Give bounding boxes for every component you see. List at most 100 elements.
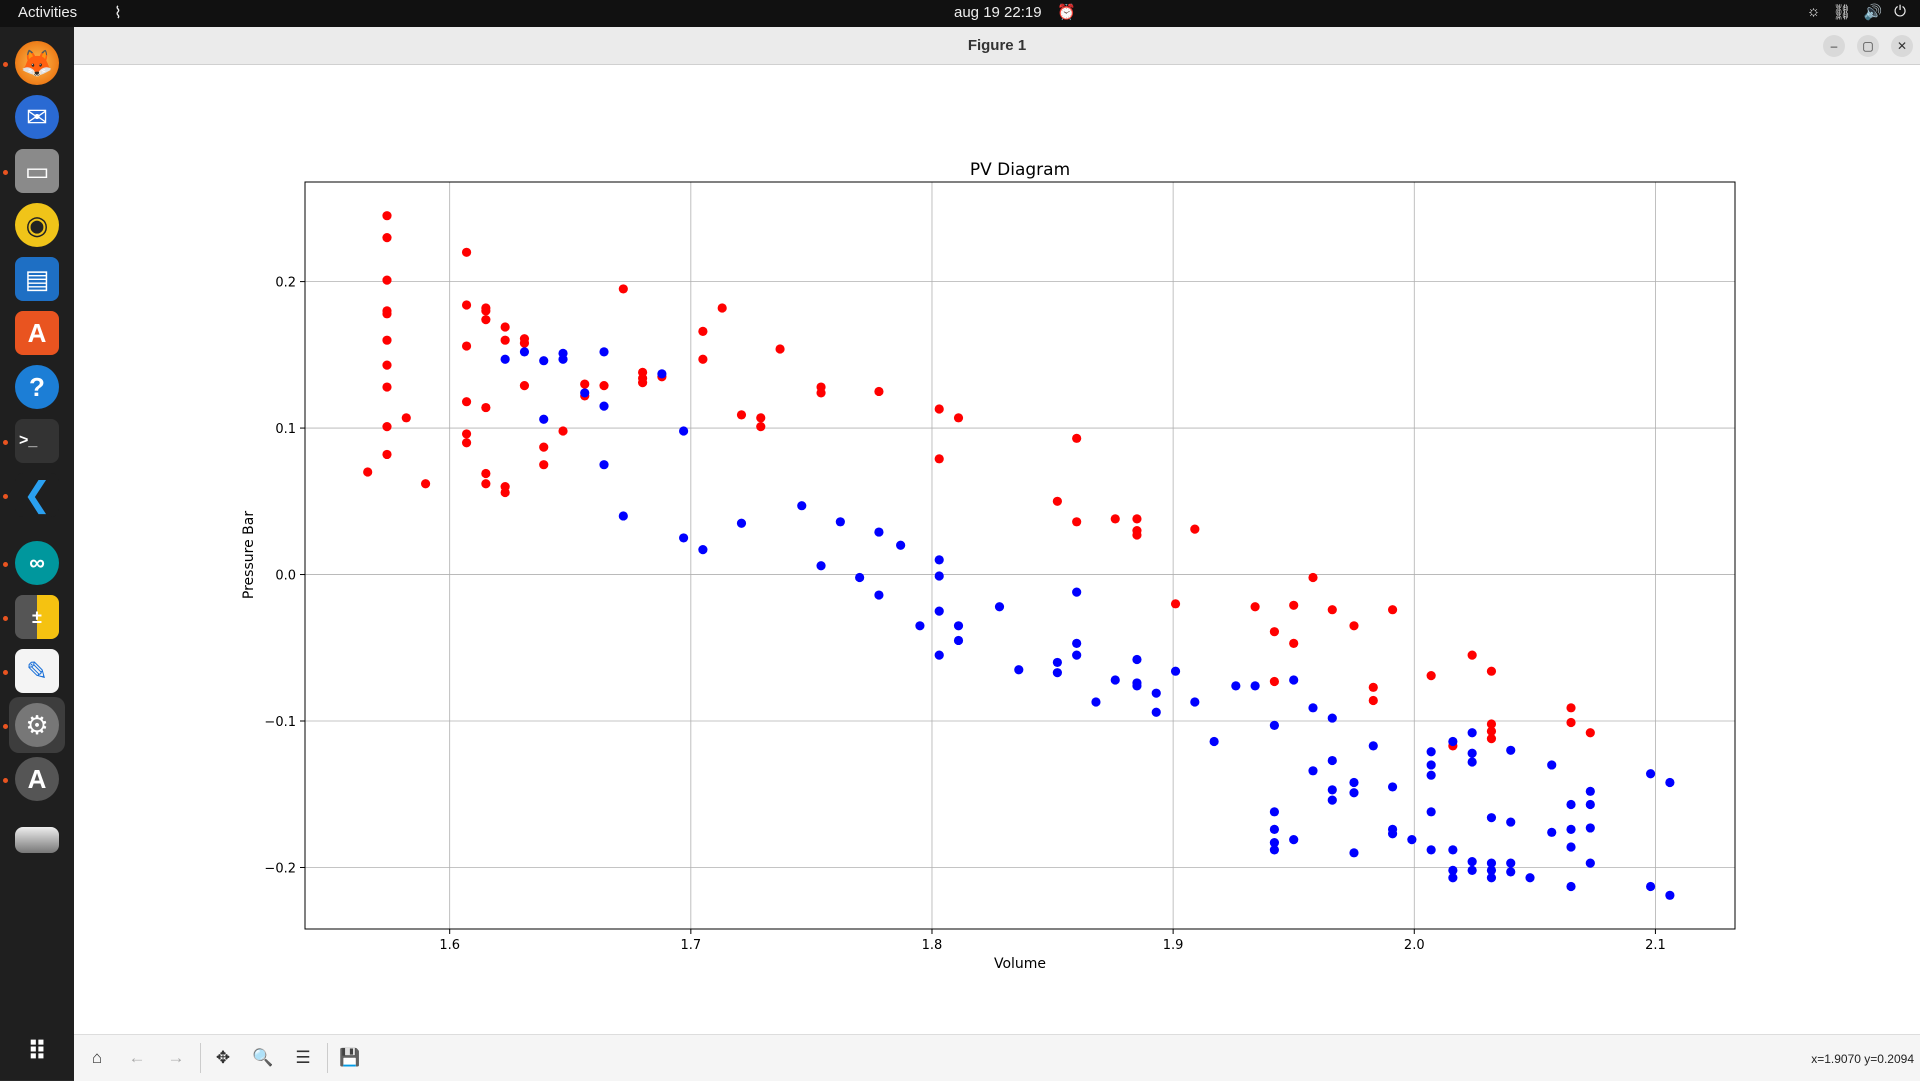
software-launcher[interactable]: A xyxy=(9,305,65,361)
data-point xyxy=(1052,496,1062,506)
data-point xyxy=(1308,766,1318,776)
data-point xyxy=(1467,757,1477,767)
data-point xyxy=(1072,587,1082,597)
show-apps-button[interactable]: ⠿ xyxy=(9,1023,65,1079)
title-bar[interactable]: Figure 1 – ▢ ✕ xyxy=(74,27,1920,65)
data-point xyxy=(580,388,590,398)
data-point xyxy=(816,561,826,571)
data-point xyxy=(638,378,648,388)
home-icon[interactable]: ⌂ xyxy=(91,1048,103,1067)
vscode-launcher[interactable]: ❮ xyxy=(9,467,65,523)
data-point xyxy=(461,247,472,257)
terminal-launcher[interactable]: >_ xyxy=(9,413,65,469)
data-point xyxy=(1585,858,1595,868)
data-point xyxy=(481,306,491,316)
data-point xyxy=(1190,524,1200,534)
data-point xyxy=(1327,755,1337,766)
dock: 🦊 ✉ ▭ ◉ ▤ A ? >_ ❮ ∞ ± ✎ ⚙ A ⠿ xyxy=(0,27,74,1080)
network-icon[interactable]: ⛓ xyxy=(1832,4,1852,21)
data-point xyxy=(915,621,925,631)
data-point xyxy=(1269,845,1280,855)
back-arrow-icon[interactable]: ← xyxy=(128,1048,146,1067)
writer-launcher[interactable]: ▤ xyxy=(9,251,65,307)
system-monitor-icon[interactable]: ⌇ xyxy=(114,5,122,22)
data-point xyxy=(1132,681,1142,691)
arduino-launcher[interactable]: ∞ xyxy=(9,535,65,591)
data-point xyxy=(797,501,807,511)
x-tick-label: 1.8 xyxy=(922,938,943,953)
activities-button[interactable]: Activities xyxy=(18,4,78,21)
running-indicator xyxy=(3,724,8,729)
data-point xyxy=(1269,720,1280,731)
text-editor-launcher[interactable]: ✎ xyxy=(9,643,65,699)
y-tick-label: −0.1 xyxy=(264,715,296,730)
pan-icon[interactable]: ✥ xyxy=(215,1048,231,1067)
data-point xyxy=(461,429,472,439)
close-button[interactable]: ✕ xyxy=(1891,35,1913,57)
x-tick-label: 2.0 xyxy=(1404,938,1425,953)
rhythmbox-launcher[interactable]: ◉ xyxy=(9,197,65,253)
pv-diagram-plot[interactable]: 1.6 1.7 1.8 1.9 2.0 2.1 −0.2 −0.1 0.0 0.1 0.2 PV … xyxy=(74,65,1920,1034)
data-point xyxy=(1426,671,1436,681)
volume-icon[interactable]: 🔊 xyxy=(1863,4,1883,21)
data-point xyxy=(1151,688,1161,698)
data-point xyxy=(953,635,964,646)
data-point xyxy=(1426,747,1436,757)
data-point xyxy=(1327,713,1337,723)
data-point xyxy=(874,590,884,600)
data-point xyxy=(382,309,392,319)
data-point xyxy=(1506,745,1516,755)
data-point xyxy=(1269,807,1280,817)
software-updater-launcher[interactable]: A xyxy=(9,751,65,807)
power-icon[interactable]: ⏻ xyxy=(1894,3,1906,20)
toolbar-separator xyxy=(200,1043,201,1073)
data-point xyxy=(500,335,510,345)
calculator-launcher[interactable]: ± xyxy=(9,589,65,645)
minimize-button[interactable]: – xyxy=(1823,35,1845,57)
zoom-icon[interactable]: 🔍 xyxy=(252,1048,274,1067)
trash-launcher[interactable] xyxy=(9,805,65,861)
help-launcher[interactable]: ? xyxy=(9,359,65,415)
data-point xyxy=(1231,681,1241,691)
data-point xyxy=(618,511,628,521)
files-launcher[interactable]: ▭ xyxy=(9,143,65,199)
writer-icon: ▤ xyxy=(15,257,59,301)
clock[interactable]: aug 19 22:19 xyxy=(954,4,1042,21)
data-point xyxy=(1645,881,1656,892)
thunderbird-icon: ✉ xyxy=(15,95,59,139)
system-tray[interactable]: ☼ ⛓ 🔊 ⏻ xyxy=(1807,3,1906,21)
data-point xyxy=(1467,650,1477,660)
thunderbird-launcher[interactable]: ✉ xyxy=(9,89,65,145)
data-point xyxy=(1486,666,1497,676)
data-point xyxy=(1486,813,1497,823)
data-point xyxy=(481,402,491,413)
data-point xyxy=(1645,769,1656,779)
data-point xyxy=(934,571,944,581)
data-point xyxy=(1327,795,1337,805)
settings-launcher[interactable]: ⚙ xyxy=(9,697,65,753)
data-point xyxy=(1250,602,1260,612)
x-tick-label: 1.9 xyxy=(1163,938,1184,953)
data-point xyxy=(1072,650,1082,660)
data-point xyxy=(519,347,530,357)
alarm-icon[interactable]: ⏰ xyxy=(1057,4,1076,21)
data-point xyxy=(599,347,609,357)
configure-subplots-icon[interactable]: ☰ xyxy=(295,1048,311,1067)
data-point xyxy=(1190,697,1200,707)
text-editor-icon: ✎ xyxy=(15,649,59,693)
forward-arrow-icon[interactable]: → xyxy=(167,1048,185,1067)
data-point xyxy=(934,404,944,414)
brightness-icon[interactable]: ☼ xyxy=(1806,3,1821,20)
data-point xyxy=(717,303,727,313)
data-point xyxy=(580,379,590,389)
data-point xyxy=(1566,717,1576,728)
data-point xyxy=(934,555,944,565)
data-point xyxy=(1387,605,1398,615)
save-icon[interactable]: 💾 xyxy=(339,1048,361,1067)
data-point xyxy=(1209,736,1219,747)
maximize-button[interactable]: ▢ xyxy=(1857,35,1879,57)
firefox-launcher[interactable]: 🦊 xyxy=(9,35,65,91)
window-title: Figure 1 xyxy=(967,37,1027,54)
data-point xyxy=(1368,695,1378,706)
running-indicator xyxy=(3,440,8,445)
